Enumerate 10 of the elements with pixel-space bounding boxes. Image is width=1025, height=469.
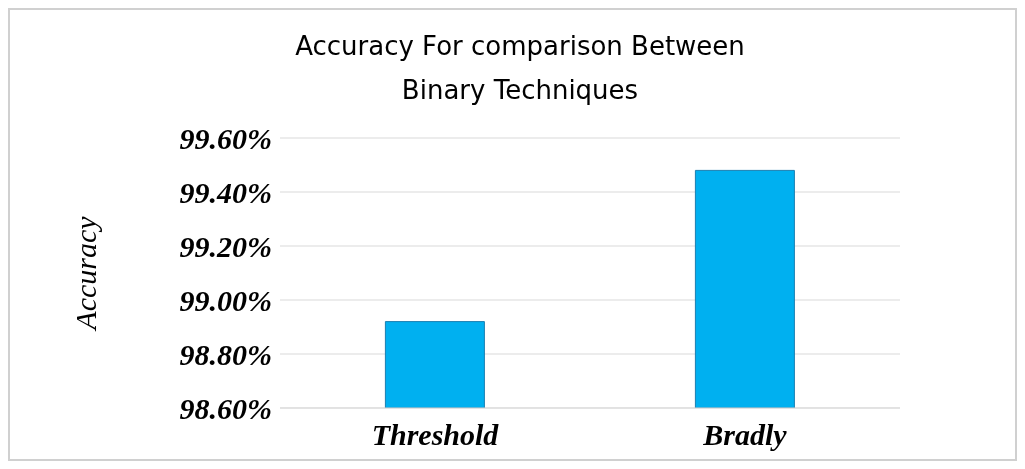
y-tick-label: 99.40%	[179, 175, 272, 209]
y-axis-title: Accuracy	[68, 215, 102, 332]
y-tick-label: 99.00%	[179, 283, 272, 317]
y-tick-label: 98.80%	[179, 337, 272, 371]
x-tick-label: Bradly	[702, 418, 788, 452]
x-tick-label: Threshold	[371, 418, 500, 452]
y-tick-label: 99.60%	[179, 121, 272, 155]
y-tick-label: 99.20%	[179, 229, 272, 263]
chart-title: Accuracy For comparison Between Binary Techniques	[294, 30, 746, 107]
y-tick-label: 98.60%	[179, 391, 272, 425]
